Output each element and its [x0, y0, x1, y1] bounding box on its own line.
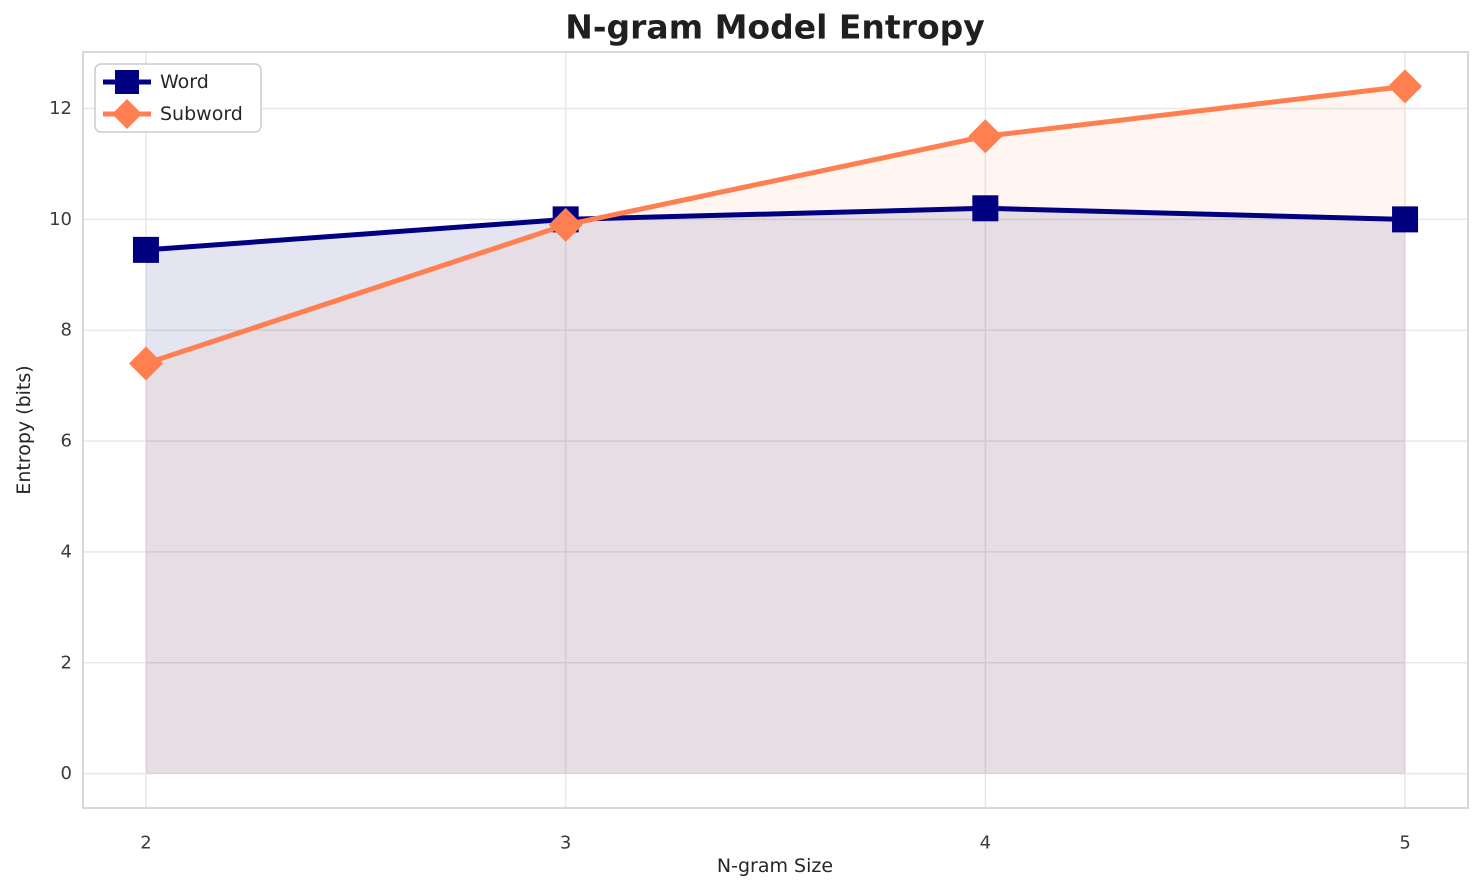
gridlines-layer — [83, 52, 1468, 808]
subword-marker-3 — [548, 207, 583, 242]
subword-marker-2 — [128, 346, 163, 381]
plot-border — [82, 51, 1469, 809]
chart-title: N-gram Model Entropy — [565, 8, 985, 47]
y-tick-label-2: 2 — [61, 652, 72, 673]
area-fills-layer — [145, 86, 1406, 774]
y-axis-label: Entropy (bits) — [13, 365, 35, 494]
y-tick-label-8: 8 — [61, 320, 72, 341]
word-line — [145, 205, 1406, 253]
subword-marker-5 — [1388, 69, 1423, 104]
subword-fill-area — [145, 86, 1406, 774]
x-tick-label-2: 2 — [140, 833, 151, 854]
x-tick-label-4: 4 — [980, 833, 991, 854]
y-tick-label-12: 12 — [49, 98, 72, 119]
y-tick-label-0: 0 — [61, 763, 72, 784]
legend-word-marker-icon — [115, 70, 139, 94]
word-fill-area — [145, 208, 1406, 774]
y-tick-label-10: 10 — [49, 209, 72, 230]
word-marker-5 — [1392, 206, 1419, 233]
x-axis-label: N-gram Size — [717, 855, 833, 877]
tick-labels-layer: 2 3 4 5 0 2 4 6 8 10 12 — [49, 98, 1411, 853]
word-marker-2 — [132, 236, 159, 263]
y-tick-label-6: 6 — [61, 431, 72, 452]
legend-label-subword: Subword — [160, 103, 243, 125]
x-tick-label-5: 5 — [1399, 833, 1410, 854]
word-marker-4 — [972, 195, 999, 222]
y-tick-label-4: 4 — [61, 541, 72, 562]
legend: Word Subword — [94, 63, 262, 133]
series-layer — [128, 69, 1423, 381]
subword-line — [145, 83, 1406, 366]
legend-subword-marker-icon — [112, 99, 142, 129]
subword-marker-4 — [968, 119, 1003, 154]
legend-label-word: Word — [160, 71, 209, 93]
x-tick-label-3: 3 — [560, 833, 571, 854]
